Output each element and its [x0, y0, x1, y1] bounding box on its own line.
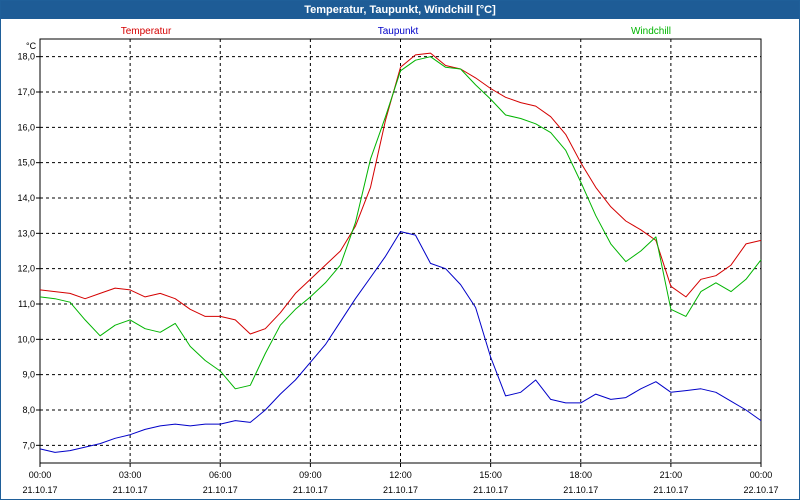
legend-entry-temperatur: Temperatur — [121, 26, 172, 37]
line-chart: 7,0 8,0 9,0 10,0 11,0 12,0 13,0 14,0 15,0 16,0 17,… — [17, 26, 779, 495]
window-title: Temperatur, Taupunkt, Windchill [°C] — [1, 1, 799, 19]
x-tick-time-label: 06:00 — [209, 470, 232, 480]
y-tick-label: 12,0 — [17, 264, 35, 274]
series-line-temperatur — [39, 52, 762, 335]
series-line-windchill — [39, 56, 762, 390]
y-tick-label: 15,0 — [17, 158, 35, 168]
grid-lines — [40, 39, 761, 463]
x-tick-time-label: 18:00 — [569, 470, 592, 480]
y-tick-label: 17,0 — [17, 87, 35, 97]
legend-entry-taupunkt: Taupunkt — [378, 26, 419, 37]
y-tick-label: 8,0 — [22, 405, 35, 415]
x-tick-date-label: 21.10.17 — [653, 485, 688, 495]
x-axis-ticks: 00:00 21.10.17 03:00 21.10.17 06:00 21.10.17 0… — [22, 463, 779, 495]
series-lines — [39, 52, 762, 453]
x-tick-date-label: 21.10.17 — [563, 485, 598, 495]
x-tick-date-label: 21.10.17 — [22, 485, 57, 495]
x-tick-date-label: 21.10.17 — [383, 485, 418, 495]
y-tick-label: 13,0 — [17, 228, 35, 238]
x-tick-time-label: 00:00 — [750, 470, 773, 480]
y-tick-label: 18,0 — [17, 52, 35, 62]
x-tick-date-label: 22.10.17 — [743, 485, 778, 495]
x-tick-time-label: 21:00 — [660, 470, 683, 480]
x-tick-time-label: 09:00 — [299, 470, 322, 480]
x-tick-date-label: 21.10.17 — [293, 485, 328, 495]
x-tick-date-label: 21.10.17 — [473, 485, 508, 495]
y-tick-label: 14,0 — [17, 193, 35, 203]
y-tick-label: 11,0 — [18, 299, 35, 309]
x-tick-time-label: 12:00 — [389, 470, 412, 480]
x-tick-time-label: 15:00 — [479, 470, 502, 480]
legend-entry-windchill: Windchill — [631, 26, 671, 37]
y-axis-unit-label: °C — [26, 41, 37, 51]
x-tick-date-label: 21.10.17 — [113, 485, 148, 495]
legend: Temperatur Taupunkt Windchill — [121, 26, 671, 37]
y-axis-ticks: 7,0 8,0 9,0 10,0 11,0 12,0 13,0 14,0 15,0 16,0 17,… — [17, 52, 40, 450]
y-tick-label: 10,0 — [17, 334, 35, 344]
x-tick-date-label: 21.10.17 — [203, 485, 238, 495]
y-tick-label: 7,0 — [22, 440, 35, 450]
y-tick-label: 16,0 — [17, 122, 35, 132]
y-tick-label: 9,0 — [22, 370, 35, 380]
series-line-taupunkt — [39, 231, 762, 453]
x-tick-time-label: 00:00 — [29, 470, 52, 480]
x-tick-time-label: 03:00 — [119, 470, 142, 480]
